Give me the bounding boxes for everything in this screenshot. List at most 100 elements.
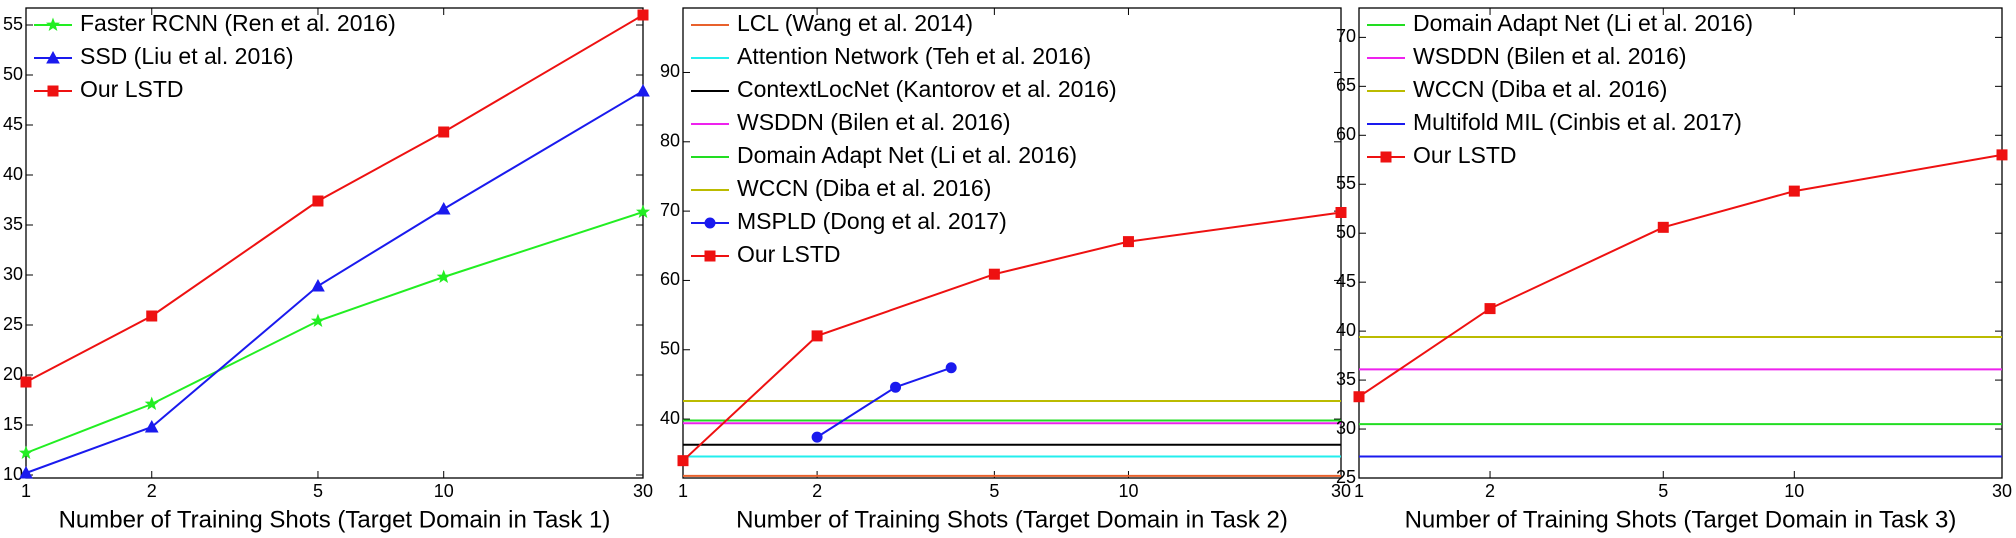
plot-frame — [1358, 7, 2003, 479]
y-tick-label: 10 — [3, 464, 23, 484]
y-tick-label: 90 — [660, 61, 680, 81]
y-tick-label: 35 — [1336, 369, 1356, 389]
legend-label: WCCN (Diba et al. 2016) — [737, 175, 991, 201]
legend-bg — [30, 42, 32, 75]
legend-label: Domain Adapt Net (Li et al. 2016) — [737, 142, 1077, 168]
x-tick-label: 2 — [147, 481, 157, 501]
x-tick-label: 10 — [1118, 481, 1138, 501]
legend-label: ContextLocNet (Kantorov et al. 2016) — [737, 76, 1117, 102]
x-tick-label: 5 — [313, 481, 323, 501]
y-tick-label: 70 — [660, 200, 680, 220]
x-tick-label: 10 — [434, 481, 454, 501]
y-tick-label: 55 — [3, 14, 23, 34]
marker — [1335, 206, 1347, 218]
y-tick-label: 80 — [660, 131, 680, 151]
legend-bg — [687, 108, 689, 141]
y-tick-label: 65 — [1336, 75, 1356, 95]
marker — [811, 431, 823, 443]
y-tick-label: 45 — [3, 114, 23, 134]
y-tick-label: 20 — [3, 364, 23, 384]
marker — [677, 455, 689, 467]
y-tick-label: 55 — [1336, 173, 1356, 193]
x-axis-label: Number of Training Shots (Target Domain … — [59, 506, 611, 533]
marker — [46, 50, 60, 64]
legend-bg — [687, 174, 689, 207]
x-tick-label: 5 — [1658, 481, 1668, 501]
legend-bg — [1363, 141, 1365, 174]
y-tick-label: 40 — [1336, 320, 1356, 340]
legend-label: Our LSTD — [737, 241, 841, 267]
legend-bg — [30, 75, 32, 108]
x-tick-label: 2 — [1485, 481, 1495, 501]
y-tick-label: 15 — [3, 414, 23, 434]
marker — [1353, 391, 1365, 403]
marker — [47, 85, 59, 97]
marker — [436, 269, 451, 284]
legend-label: Multifold MIL (Cinbis et al. 2017) — [1413, 109, 1742, 135]
marker — [636, 83, 650, 97]
series-line — [25, 14, 644, 383]
legend-bg — [1363, 75, 1365, 108]
y-tick-label: 25 — [3, 314, 23, 334]
marker — [144, 419, 159, 433]
marker — [1484, 303, 1496, 315]
marker — [19, 465, 33, 479]
legend-label: MSPLD (Dong et al. 2017) — [737, 208, 1007, 234]
x-tick-label: 1 — [1354, 481, 1364, 501]
x-axis-label: Number of Training Shots (Target Domain … — [736, 506, 1288, 533]
marker — [1122, 236, 1134, 248]
legend-label: Domain Adapt Net (Li et al. 2016) — [1413, 10, 1753, 36]
x-tick-label: 30 — [633, 481, 653, 501]
x-tick-label: 10 — [1784, 481, 1804, 501]
legend-label: Faster RCNN (Ren et al. 2016) — [80, 10, 396, 36]
marker — [18, 445, 34, 460]
y-tick-label: 40 — [3, 164, 23, 184]
x-tick-label: 2 — [812, 481, 822, 501]
y-tick-label: 40 — [660, 408, 680, 428]
marker — [635, 204, 651, 219]
marker — [890, 381, 902, 393]
legend-bg — [1363, 42, 1365, 75]
y-tick-label: 50 — [1336, 222, 1356, 242]
marker — [704, 250, 716, 262]
x-tick-label: 30 — [1992, 481, 2012, 501]
marker — [438, 126, 450, 138]
marker — [144, 396, 159, 411]
legend-label: WSDDN (Bilen et al. 2016) — [1413, 43, 1687, 69]
legend-label: Our LSTD — [1413, 142, 1517, 168]
x-tick-label: 5 — [989, 481, 999, 501]
plot-frame — [25, 7, 644, 479]
legend-label: WSDDN (Bilen et al. 2016) — [737, 109, 1011, 135]
marker — [45, 17, 61, 32]
legend-label: WCCN (Diba et al. 2016) — [1413, 76, 1667, 102]
plot-frame — [682, 7, 1342, 479]
x-tick-label: 1 — [678, 481, 688, 501]
y-tick-label: 50 — [3, 64, 23, 84]
legend-label: LCL (Wang et al. 2014) — [737, 10, 973, 36]
marker — [945, 362, 957, 374]
marker — [312, 195, 324, 207]
series-line — [25, 90, 644, 474]
series-line — [1358, 153, 2003, 398]
marker — [811, 330, 823, 342]
legend-bg — [687, 42, 689, 75]
y-tick-label: 70 — [1336, 26, 1356, 46]
marker — [1657, 221, 1669, 233]
y-tick-label: 30 — [3, 264, 23, 284]
marker — [146, 310, 158, 322]
marker — [637, 9, 649, 21]
marker — [310, 313, 326, 328]
legend-bg — [687, 75, 689, 108]
marker — [704, 217, 716, 229]
legend-bg — [1363, 9, 1365, 42]
legend-bg — [687, 240, 689, 273]
y-tick-label: 30 — [1336, 418, 1356, 438]
y-tick-label: 45 — [1336, 271, 1356, 291]
y-tick-label: 60 — [660, 269, 680, 289]
legend-bg — [687, 141, 689, 174]
marker — [988, 268, 1000, 280]
marker — [1788, 185, 1800, 197]
x-tick-label: 1 — [21, 481, 31, 501]
y-tick-label: 60 — [1336, 124, 1356, 144]
